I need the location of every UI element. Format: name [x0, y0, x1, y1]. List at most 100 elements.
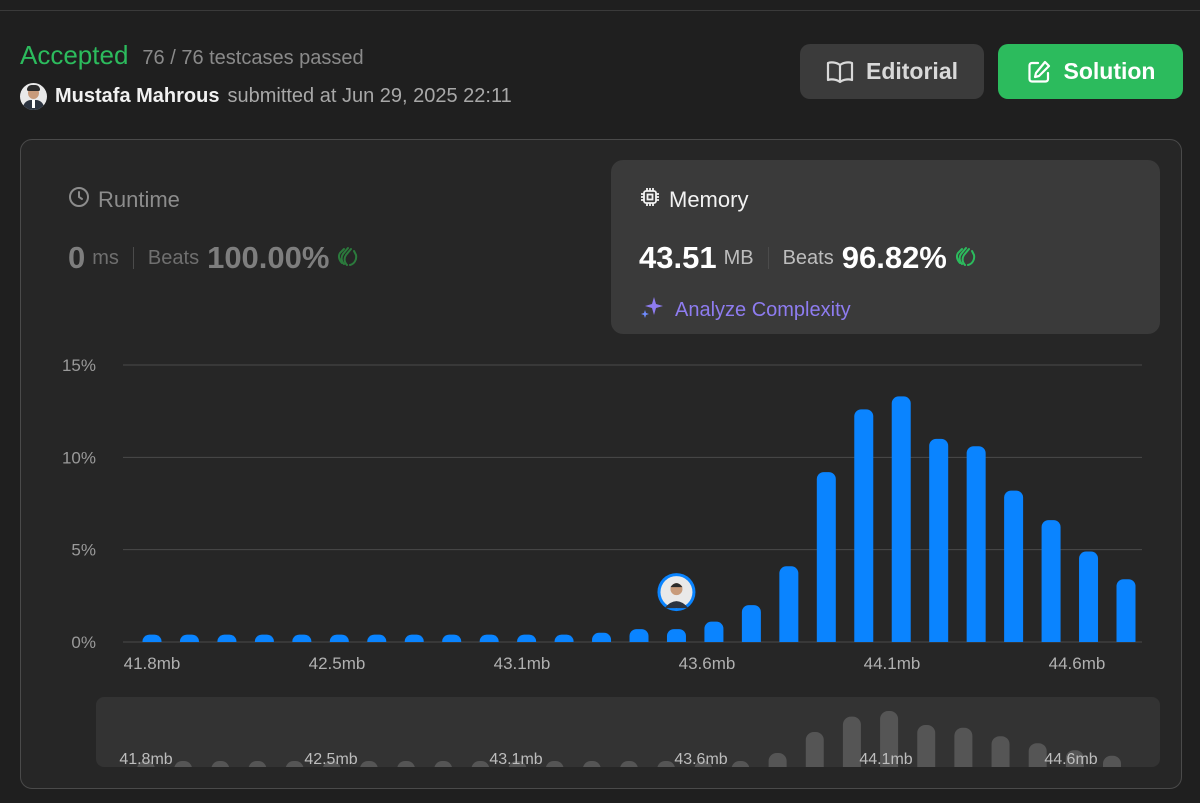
memory-distribution-chart: 15% 10% 5% 0% 41.8mb 42.5mb 43.1mb 43.6mb 44.1mb…	[62, 356, 1142, 673]
chart-bar	[404, 634, 424, 642]
chart-bar	[1004, 490, 1024, 642]
navigator-bar	[694, 761, 713, 767]
x-tick-label: 44.6mb	[1049, 654, 1106, 673]
sparkle-icon	[639, 294, 665, 326]
chart-bar	[442, 634, 462, 642]
navigator-bar	[1028, 743, 1047, 767]
navigator-bar	[174, 761, 192, 767]
memory-unit: MB	[723, 246, 754, 269]
y-tick-label: 5%	[71, 541, 96, 560]
memory-beats-label: Beats	[782, 246, 834, 269]
navigator-bar	[397, 761, 415, 767]
chart-bar	[966, 446, 986, 642]
chip-icon	[639, 186, 661, 214]
x-tick-label: 42.5mb	[309, 654, 366, 673]
clock-icon	[68, 186, 90, 214]
navigator-bar	[954, 727, 973, 767]
solution-label: Solution	[1063, 58, 1156, 84]
chart-bar	[929, 438, 949, 642]
clap-icon	[335, 243, 361, 274]
chart-bar	[1079, 551, 1099, 642]
book-icon	[826, 60, 854, 84]
memory-panel[interactable]: Memory 43.51 MB Beats 96.82% Analyz	[611, 160, 1160, 334]
testcases-summary: 76 / 76 testcases passed	[142, 47, 364, 69]
navigator-bar	[657, 761, 675, 767]
chart-bar	[891, 396, 911, 642]
chart-range-navigator[interactable]: 41.8mb 42.5mb 43.1mb 43.6mb 44.1mb 44.6mb	[96, 697, 1160, 767]
verdict-label: Accepted	[20, 40, 129, 70]
chart-bar	[367, 634, 387, 642]
navigator-bar	[805, 732, 824, 767]
chart-bar	[217, 634, 237, 642]
chart-bar	[741, 605, 761, 642]
navigator-bar	[434, 761, 452, 767]
submitted-time: submitted at Jun 29, 2025 22:11	[227, 85, 512, 107]
navigator-bar	[545, 761, 564, 767]
navigator-bar	[471, 761, 490, 767]
memory-value: 43.51	[639, 240, 717, 275]
navigator-bar	[211, 761, 230, 767]
x-tick-label: 43.1mb	[494, 654, 551, 673]
editorial-button[interactable]: Editorial	[800, 44, 984, 99]
top-divider	[0, 10, 1200, 11]
navigator-bar	[508, 761, 527, 767]
y-tick-label: 10%	[62, 448, 96, 467]
chart-bar	[554, 634, 574, 642]
edit-icon	[1026, 59, 1052, 85]
navigator-bar	[991, 736, 1010, 767]
navigator-bar	[248, 761, 267, 767]
analyze-complexity-link[interactable]: Analyze Complexity	[639, 294, 979, 326]
memory-title: Memory	[669, 187, 749, 212]
navigator-bar	[360, 761, 378, 767]
navigator-bar	[768, 753, 787, 767]
solution-button[interactable]: Solution	[998, 44, 1183, 99]
submitter-name[interactable]: Mustafa Mahrous	[55, 85, 220, 107]
chart-bar	[329, 634, 349, 642]
navigator-bar	[583, 761, 601, 767]
chart-bar	[254, 634, 274, 642]
runtime-title: Runtime	[98, 187, 180, 212]
runtime-panel[interactable]: Runtime 0 ms Beats 100.00%	[68, 186, 361, 276]
navigator-bar	[323, 761, 341, 767]
runtime-value: 0	[68, 240, 86, 275]
x-tick-label: 41.8mb	[124, 654, 181, 673]
stat-separator	[767, 247, 769, 269]
submission-status: Accepted 76 / 76 testcases passed	[20, 40, 364, 71]
navigator-chart[interactable]: 41.8mb 42.5mb 43.1mb 43.6mb 44.1mb 44.6mb	[96, 697, 1160, 767]
chart-bar	[666, 629, 686, 642]
navigator-tick-label: 42.5mb	[304, 751, 357, 767]
navigator-bar	[1065, 750, 1084, 767]
x-tick-label: 44.1mb	[864, 654, 921, 673]
chart-bar	[592, 632, 612, 642]
y-tick-label: 0%	[71, 633, 96, 652]
chart-bar	[854, 409, 874, 642]
avatar[interactable]	[20, 83, 47, 110]
runtime-unit: ms	[92, 246, 119, 269]
clap-icon	[953, 243, 979, 274]
navigator-bar	[842, 716, 861, 767]
stat-separator	[132, 247, 134, 269]
user-position-marker	[657, 573, 696, 612]
navigator-tick-label: 41.8mb	[119, 751, 172, 767]
navigator-bar	[880, 711, 899, 767]
y-tick-label: 15%	[62, 356, 96, 375]
analyze-label: Analyze Complexity	[675, 298, 851, 321]
navigator-tick-label: 43.1mb	[489, 751, 542, 767]
runtime-beats-label: Beats	[147, 246, 200, 269]
chart-bar	[1116, 579, 1136, 642]
editorial-label: Editorial	[865, 58, 958, 84]
navigator-bar	[731, 761, 750, 767]
navigator-bar	[285, 761, 304, 767]
chart-bar	[1041, 520, 1061, 642]
navigator-bar	[1103, 755, 1121, 767]
chart-bar	[479, 634, 499, 642]
navigator-tick-label: 44.6mb	[1044, 751, 1097, 767]
memory-beats-percent: 96.82%	[841, 240, 947, 275]
chart-bar	[704, 621, 724, 642]
navigator-bar	[917, 725, 936, 767]
navigator-tick-label: 43.6mb	[674, 751, 727, 767]
navigator-bar	[620, 761, 638, 767]
chart-bar	[517, 634, 537, 642]
chart-bar	[142, 634, 162, 642]
navigator-bar	[137, 761, 155, 767]
